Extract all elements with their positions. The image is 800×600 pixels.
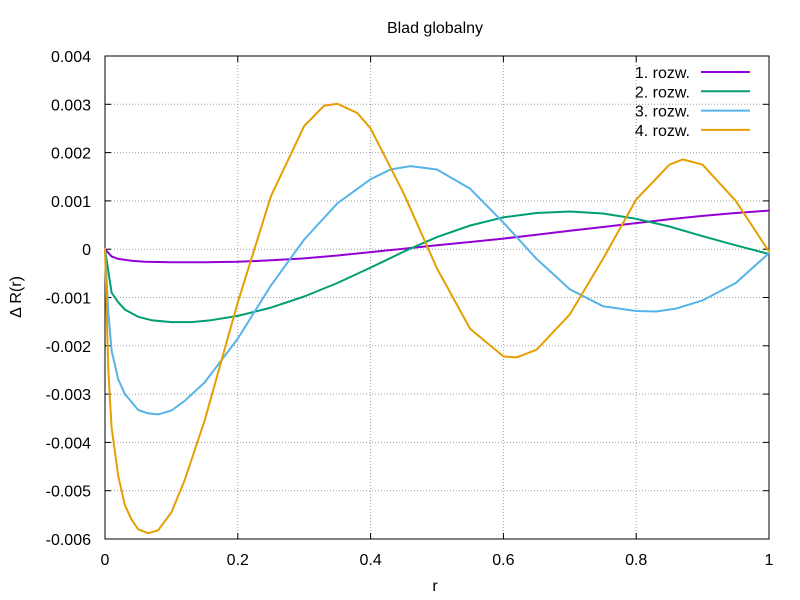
x-tick-label: 0.6 [492, 552, 514, 569]
series-line-4 [104, 102, 770, 535]
legend: 1. rozw. 2. rozw. 3. rozw. 4. rozw. [635, 65, 750, 140]
y-tick-label: 0 [82, 242, 91, 259]
x-tick-label: 0.4 [359, 552, 381, 569]
legend-label: 1. rozw. [635, 65, 690, 82]
series-lines [104, 102, 770, 535]
grid [105, 56, 769, 539]
x-tick-label: 0.2 [227, 552, 249, 569]
series-line-1 [104, 209, 770, 264]
y-tick-label: -0.002 [46, 339, 91, 356]
series-line-3 [104, 165, 770, 416]
x-tick-label: 0 [101, 552, 110, 569]
y-tick-label: -0.001 [46, 291, 91, 308]
y-tick-label: -0.006 [46, 532, 91, 549]
y-axis-label: Δ R(r) [8, 276, 25, 318]
chart-title: Blad globalny [387, 20, 483, 37]
x-axis-label: r [432, 578, 438, 595]
y-tick-label: 0.004 [51, 49, 91, 66]
x-tick-label: 1 [765, 552, 774, 569]
axis-ticks: 0 0.2 0.4 0.6 0.8 1 0.004 0.003 0.002 0.001 0 -0.00… [46, 49, 774, 569]
legend-label: 4. rozw. [635, 123, 690, 140]
legend-label: 3. rozw. [635, 104, 690, 121]
y-tick-label: -0.003 [46, 387, 91, 404]
legend-label: 2. rozw. [635, 84, 690, 101]
x-tick-label: 0.8 [625, 552, 647, 569]
y-tick-label: 0.003 [51, 97, 91, 114]
y-tick-label: -0.005 [46, 484, 91, 501]
y-tick-label: -0.004 [46, 435, 91, 452]
y-tick-label: 0.001 [51, 194, 91, 211]
series-line-2 [104, 210, 770, 324]
y-tick-label: 0.002 [51, 146, 91, 163]
